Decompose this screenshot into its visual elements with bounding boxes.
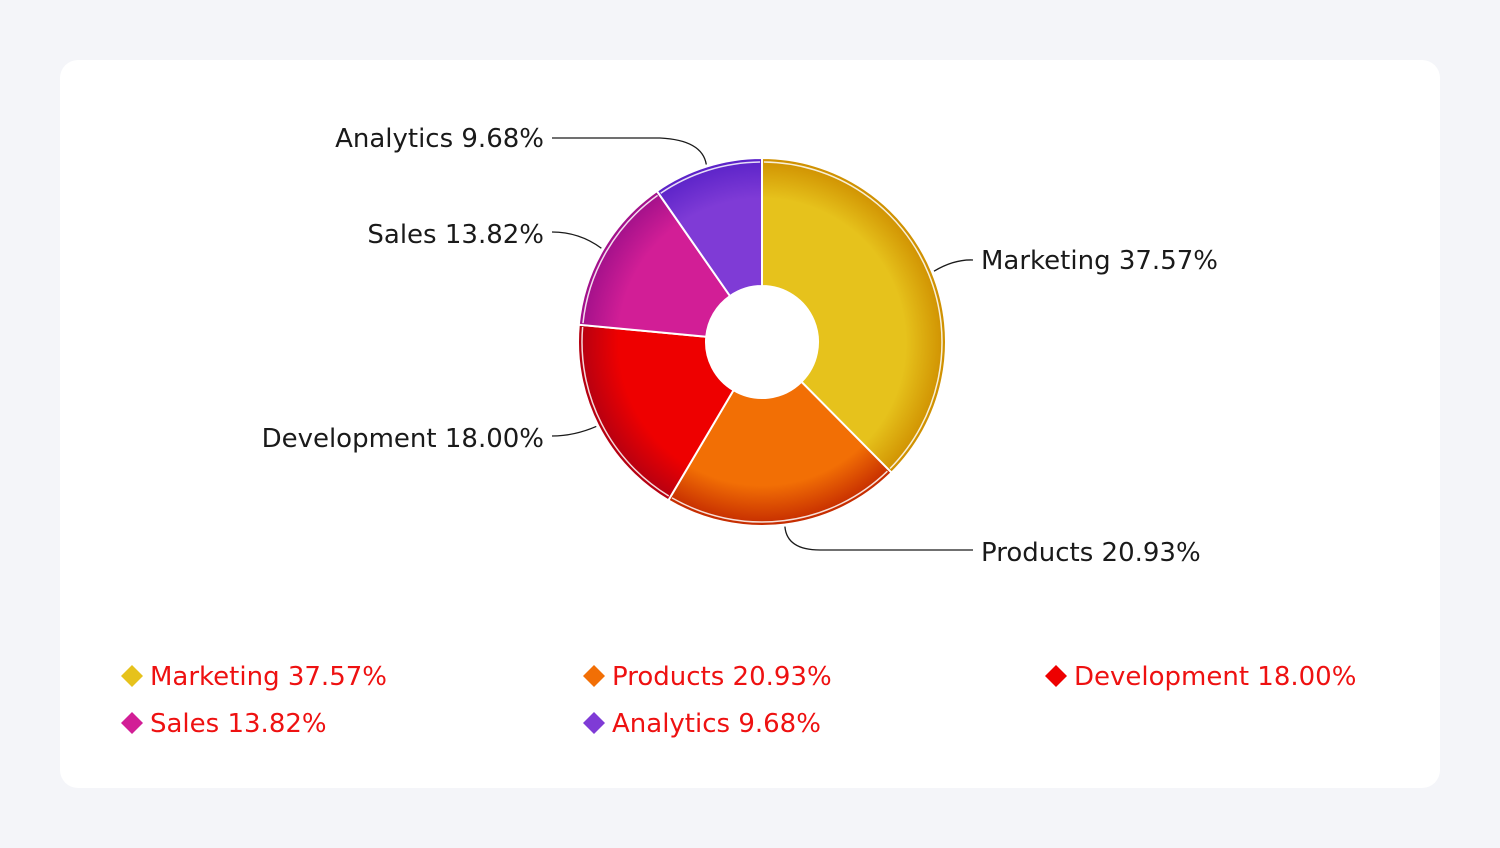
slice-label-sales: Sales 13.82% [367, 220, 544, 250]
slice-rim-marketing [763, 161, 943, 470]
slice-marketing[interactable] [761, 156, 947, 475]
legend-item-products[interactable]: Products 20.93% [612, 662, 832, 692]
slice-products[interactable] [666, 380, 893, 527]
connector-marketing [933, 259, 974, 272]
slice-analytics[interactable] [655, 156, 763, 298]
legend-item-analytics[interactable]: Analytics 9.68% [612, 709, 821, 739]
slice-label-development: Development 18.00% [262, 424, 544, 454]
slice-label-marketing: Marketing 37.57% [981, 246, 1218, 276]
slice-label-products: Products 20.93% [981, 538, 1201, 568]
connector-products [784, 526, 973, 551]
legend-marker-development [1045, 665, 1067, 687]
chart-card: Marketing 37.57% Products 20.93% Developme… [60, 60, 1440, 788]
legend-item-sales[interactable]: Sales 13.82% [150, 709, 327, 739]
slice-development[interactable] [577, 323, 735, 502]
legend-item-marketing[interactable]: Marketing 37.57% [150, 662, 387, 692]
connector-sales [551, 231, 602, 249]
slice-rim-analytics [660, 161, 761, 194]
donut-chart: Marketing 37.57% Products 20.93% Developme… [121, 124, 1356, 739]
slice-rim-products [671, 470, 888, 523]
legend-item-development[interactable]: Development 18.00% [1074, 662, 1356, 692]
slice-rim-development [581, 326, 670, 497]
slice-label-analytics: Analytics 9.68% [335, 124, 544, 154]
legend-marker-analytics [583, 712, 605, 734]
legend-marker-products [583, 665, 605, 687]
connector-analytics [552, 137, 707, 165]
connector-development [551, 425, 597, 437]
slice-sales[interactable] [577, 189, 732, 338]
legend-marker-marketing [121, 665, 143, 687]
legend-marker-sales [121, 712, 143, 734]
slice-rim-sales [582, 194, 659, 324]
